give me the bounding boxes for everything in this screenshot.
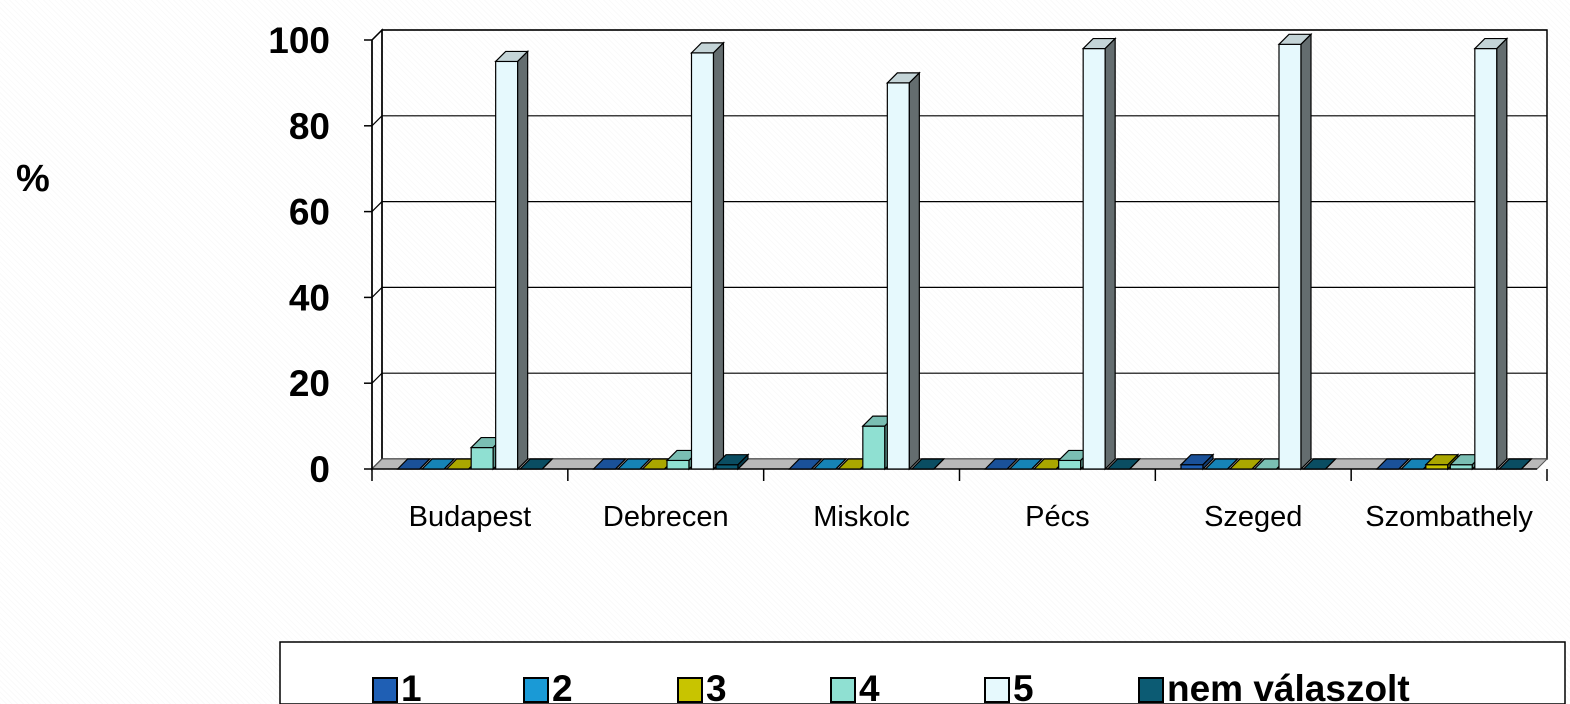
bar [1081, 37, 1117, 471]
bar-front [715, 464, 739, 470]
bar-front [495, 60, 519, 470]
x-tick-label: Szombathely [1365, 501, 1533, 533]
bar [1204, 458, 1239, 470]
bar-side [517, 50, 529, 471]
bar-front [470, 446, 494, 470]
y-tick-label: 100 [268, 20, 330, 61]
bar [616, 458, 652, 470]
legend-label: 1 [401, 668, 422, 704]
gridline-side [371, 115, 383, 127]
legend-swatch [677, 677, 703, 703]
bar [1302, 458, 1337, 470]
x-tick-label: Szeged [1204, 501, 1302, 533]
bar-side [615, 458, 626, 470]
bar-side [541, 458, 553, 470]
bar-front [1278, 43, 1302, 470]
y-tick-label: 0 [309, 449, 330, 490]
bar-front [1082, 47, 1106, 470]
bar [518, 458, 554, 470]
gridline-side [371, 286, 383, 298]
legend-swatch [1138, 677, 1164, 703]
y-tick-label: 60 [289, 192, 330, 233]
bar [812, 458, 848, 470]
plot-side-wall [371, 28, 383, 471]
gridline-side [371, 29, 383, 41]
x-tick-label: Pécs [1025, 501, 1089, 533]
bar-front [666, 459, 690, 470]
gridline-side [371, 372, 383, 384]
bar-front [1058, 459, 1082, 470]
bar-front [690, 52, 715, 470]
bar-side [1251, 458, 1263, 470]
bar-front [1449, 464, 1473, 470]
bar [1473, 37, 1509, 471]
bar-side [712, 41, 725, 471]
bar-side [933, 458, 945, 470]
bar-front [886, 82, 910, 470]
bar-front [1425, 464, 1449, 470]
bar-side [1227, 458, 1238, 470]
y-tick-label: 20 [289, 363, 330, 404]
bar [396, 458, 432, 470]
legend-label: 3 [706, 668, 727, 704]
bar [885, 71, 921, 471]
bar-side [1520, 458, 1532, 470]
bar-side [1031, 458, 1043, 470]
bar [983, 458, 1019, 470]
bar [1008, 458, 1044, 470]
bar [1497, 458, 1533, 470]
x-tick-label: Budapest [409, 501, 532, 533]
legend-swatch [830, 677, 856, 703]
bar [592, 458, 627, 470]
bar [1375, 458, 1411, 470]
y-tick-label: 80 [289, 106, 330, 147]
bar [714, 453, 750, 471]
bar-side [1496, 37, 1508, 471]
bar [494, 50, 530, 471]
bar-side [639, 458, 651, 470]
bar-side [1006, 458, 1018, 470]
bar-side [1300, 32, 1312, 471]
bar-side [835, 458, 847, 470]
bar-side [908, 71, 920, 471]
bar-side [1104, 37, 1116, 471]
bar-front [1180, 464, 1204, 470]
bar-side [1325, 458, 1336, 470]
legend-label: 2 [552, 668, 573, 704]
legend-box [279, 641, 1566, 704]
bar-side [1202, 453, 1214, 471]
x-tick-label: Miskolc [813, 501, 910, 533]
bar-front [862, 425, 886, 470]
y-axis-label: % [16, 158, 50, 200]
legend-swatch [523, 677, 549, 703]
legend-swatch [984, 677, 1010, 703]
legend-label: 5 [1013, 668, 1034, 704]
plot-back-wall [381, 29, 1548, 460]
bar [1179, 453, 1215, 471]
bar-side [737, 453, 749, 471]
bar [787, 458, 823, 470]
bar [1228, 458, 1264, 470]
bar [1106, 458, 1142, 470]
bar-front [1474, 47, 1498, 470]
bar-side [443, 458, 455, 470]
bar [420, 458, 456, 470]
bar-side [419, 458, 431, 470]
legend-swatch [372, 677, 398, 703]
legend-label: nem válaszolt [1167, 668, 1410, 704]
gridline-side [371, 201, 383, 213]
bar-side [1398, 458, 1410, 470]
bar [690, 41, 725, 471]
bar [1277, 32, 1313, 471]
x-tick-label: Debrecen [603, 501, 729, 533]
bar [910, 458, 946, 470]
bar-side [810, 458, 822, 470]
y-tick-label: 40 [289, 277, 330, 318]
bar-side [1129, 458, 1141, 470]
legend-label: 4 [859, 668, 880, 704]
